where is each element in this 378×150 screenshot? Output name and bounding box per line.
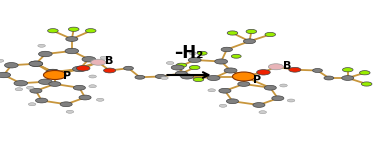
Circle shape xyxy=(60,102,72,107)
Circle shape xyxy=(46,69,60,75)
Circle shape xyxy=(66,110,74,113)
Circle shape xyxy=(280,84,287,87)
Circle shape xyxy=(359,71,370,75)
Circle shape xyxy=(219,88,231,93)
Circle shape xyxy=(29,61,43,66)
Circle shape xyxy=(28,103,36,106)
Circle shape xyxy=(43,70,66,80)
Circle shape xyxy=(193,77,204,82)
Circle shape xyxy=(79,95,91,100)
Circle shape xyxy=(49,82,61,86)
Circle shape xyxy=(257,70,270,75)
Circle shape xyxy=(166,61,174,64)
Circle shape xyxy=(189,52,197,55)
Circle shape xyxy=(175,71,187,76)
Circle shape xyxy=(226,99,239,104)
Circle shape xyxy=(231,54,241,58)
Circle shape xyxy=(68,27,79,31)
Circle shape xyxy=(155,74,166,79)
Circle shape xyxy=(188,57,201,63)
Circle shape xyxy=(161,76,168,80)
Circle shape xyxy=(361,82,372,86)
Circle shape xyxy=(181,74,194,79)
Circle shape xyxy=(85,29,96,33)
Circle shape xyxy=(30,88,42,93)
Circle shape xyxy=(287,99,295,102)
Circle shape xyxy=(238,82,250,86)
Text: P: P xyxy=(63,71,71,81)
Circle shape xyxy=(48,29,58,33)
Text: P: P xyxy=(253,75,261,85)
Circle shape xyxy=(219,104,227,107)
Circle shape xyxy=(100,56,108,59)
Circle shape xyxy=(14,81,28,86)
Circle shape xyxy=(289,67,301,72)
Circle shape xyxy=(171,65,184,70)
Circle shape xyxy=(224,68,237,73)
Circle shape xyxy=(253,103,265,107)
Circle shape xyxy=(124,66,133,70)
Circle shape xyxy=(265,32,276,37)
Circle shape xyxy=(215,59,228,64)
Text: –H₂: –H₂ xyxy=(174,44,204,62)
Circle shape xyxy=(0,72,11,78)
Circle shape xyxy=(29,61,43,66)
Circle shape xyxy=(76,66,90,71)
Circle shape xyxy=(342,76,354,80)
Circle shape xyxy=(197,51,207,55)
Text: B: B xyxy=(105,57,113,66)
Circle shape xyxy=(342,68,353,72)
Circle shape xyxy=(26,86,34,89)
Circle shape xyxy=(313,69,322,72)
Circle shape xyxy=(135,75,145,79)
Circle shape xyxy=(227,31,238,35)
Circle shape xyxy=(66,37,78,41)
Circle shape xyxy=(104,68,116,73)
Circle shape xyxy=(39,51,52,57)
Circle shape xyxy=(96,98,104,101)
Circle shape xyxy=(0,59,4,62)
Circle shape xyxy=(176,63,187,67)
Text: B: B xyxy=(283,61,291,71)
Circle shape xyxy=(46,69,60,75)
Circle shape xyxy=(65,48,79,54)
Circle shape xyxy=(232,72,255,81)
Circle shape xyxy=(259,111,266,114)
Circle shape xyxy=(73,66,86,72)
Circle shape xyxy=(91,59,106,65)
Circle shape xyxy=(82,57,96,62)
Circle shape xyxy=(39,79,52,84)
Circle shape xyxy=(324,76,334,80)
Circle shape xyxy=(15,88,23,91)
Circle shape xyxy=(243,39,256,44)
Circle shape xyxy=(246,29,257,34)
Circle shape xyxy=(208,89,215,92)
Circle shape xyxy=(189,65,200,70)
Circle shape xyxy=(264,85,276,90)
Circle shape xyxy=(73,85,85,90)
Circle shape xyxy=(268,64,284,70)
Circle shape xyxy=(89,75,96,78)
Circle shape xyxy=(89,85,96,88)
Circle shape xyxy=(38,44,45,47)
Circle shape xyxy=(5,63,18,68)
Circle shape xyxy=(272,96,284,101)
Circle shape xyxy=(207,75,220,81)
Circle shape xyxy=(36,98,48,103)
Circle shape xyxy=(221,47,232,52)
